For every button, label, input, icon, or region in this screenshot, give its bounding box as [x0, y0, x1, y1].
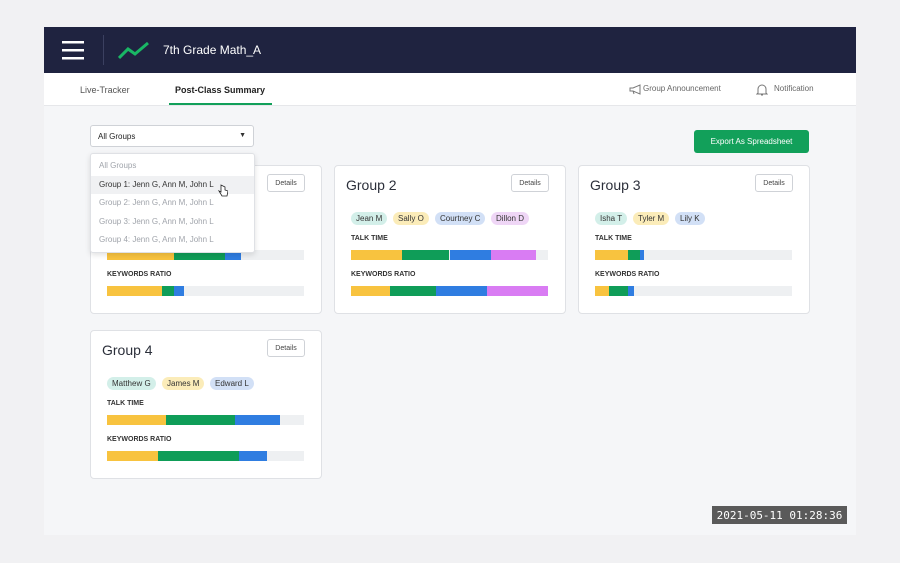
tab[interactable]: Live-Tracker: [80, 85, 130, 95]
member-chip: Isha T: [595, 212, 628, 225]
bar-segment: [107, 415, 167, 425]
bar-track: [107, 286, 304, 296]
group-card: Group 3 Details Isha T Tyler M Lily K TALK TI…: [578, 165, 810, 314]
member-chip: Lily K: [675, 212, 705, 225]
member-chip: Courtney C: [435, 212, 486, 225]
details-button[interactable]: Details: [755, 174, 793, 192]
section-label: KEYWORDS RATIO: [107, 436, 172, 443]
bar-track: [595, 250, 792, 260]
group-card: Group 2 Details Jean M Sally O Courtney C Dil…: [334, 165, 566, 314]
bell-icon: [756, 84, 768, 96]
details-button[interactable]: Details: [267, 174, 305, 192]
section-label: KEYWORDS RATIO: [595, 271, 660, 278]
bar-segment: [486, 286, 548, 296]
logo: [118, 41, 149, 60]
bar-segment: [107, 451, 159, 461]
megaphone-icon: [629, 84, 641, 95]
bar-track: [107, 250, 304, 260]
dropdown-option[interactable]: Group 3: Jenn G, Ann M, John L: [99, 216, 214, 226]
member-chip: Edward L: [210, 377, 254, 390]
bar-segment: [235, 415, 281, 425]
option-highlight: [91, 175, 254, 194]
bar-segment: [435, 286, 487, 296]
member-chip: Matthew G: [107, 377, 156, 390]
bar-segment: [173, 286, 184, 296]
bar-segment: [402, 250, 450, 260]
section-label: KEYWORDS RATIO: [107, 271, 172, 278]
dropdown-option[interactable]: All Groups: [99, 161, 137, 170]
details-button[interactable]: Details: [511, 174, 549, 192]
bar-segment: [628, 286, 635, 296]
group-title: Group 4: [102, 342, 153, 358]
select-arrow: ▼: [239, 132, 246, 139]
bar-track: [107, 451, 304, 461]
bar-segment: [107, 286, 163, 296]
export-button[interactable]: Export As Spreadsheet: [694, 130, 809, 153]
section-label: TALK TIME: [595, 235, 632, 242]
menu-icon[interactable]: [62, 40, 84, 60]
dropdown-option[interactable]: Group 4: Jenn G, Ann M, John L: [99, 235, 214, 244]
action[interactable]: Group Announcement: [643, 84, 721, 93]
bar-track: [351, 250, 548, 260]
bar-segment: [490, 250, 537, 260]
section-label: TALK TIME: [351, 235, 388, 242]
bar-segment: [449, 250, 491, 260]
bar-segment: [608, 286, 629, 296]
member-chip: James M: [162, 377, 205, 390]
member-chip: Tyler M: [633, 212, 670, 225]
bar-segment: [225, 250, 241, 260]
dropdown-menu: All Groups Group 1: Jenn G, Ann M, John L…: [90, 153, 255, 253]
divider: [103, 35, 104, 65]
bar-segment: [166, 415, 236, 425]
section-label: KEYWORDS RATIO: [351, 271, 416, 278]
bar-segment: [107, 250, 174, 260]
action[interactable]: Notification: [774, 84, 814, 93]
cursor: [218, 184, 228, 197]
bar-segment: [351, 286, 391, 296]
timestamp: 2021-05-11 01:28:36: [712, 506, 847, 524]
bar-segment: [595, 250, 629, 260]
group-title: Group 2: [346, 177, 397, 193]
member-chip: Sally O: [393, 212, 429, 225]
member-chip: Dillon D: [491, 212, 530, 225]
bar-track: [595, 286, 792, 296]
dropdown-option[interactable]: Group 1: Jenn G, Ann M, John L: [99, 179, 214, 189]
nav-bar: Live-Tracker Post-Class Summary Group An…: [44, 73, 856, 106]
tab-active[interactable]: Post-Class Summary: [175, 85, 266, 95]
select-value: All Groups: [98, 132, 136, 141]
group-title: Group 3: [590, 177, 641, 193]
details-button[interactable]: Details: [267, 339, 305, 357]
bar-segment: [628, 250, 641, 260]
bar-segment: [595, 286, 609, 296]
member-chip: Jean M: [351, 212, 388, 225]
bar-track: [107, 415, 304, 425]
tab-underline: [169, 103, 272, 105]
section-label: TALK TIME: [107, 400, 144, 407]
bar-segment: [173, 250, 226, 260]
class-title: 7th Grade Math_A: [163, 43, 262, 57]
bar-track: [351, 286, 548, 296]
bar-segment: [351, 250, 403, 260]
group-select[interactable]: All Groups ▼: [90, 125, 254, 147]
top-bar: 7th Grade Math_A: [44, 27, 856, 73]
group-card: Group 4 Details Matthew G James M Edward L TA…: [90, 330, 322, 479]
bar-segment: [158, 451, 239, 461]
bar-segment: [640, 250, 645, 260]
bar-segment: [162, 286, 174, 296]
dropdown-option[interactable]: Group 2: Jenn G, Ann M, John L: [99, 198, 214, 207]
bar-segment: [390, 286, 436, 296]
bar-segment: [238, 451, 267, 461]
